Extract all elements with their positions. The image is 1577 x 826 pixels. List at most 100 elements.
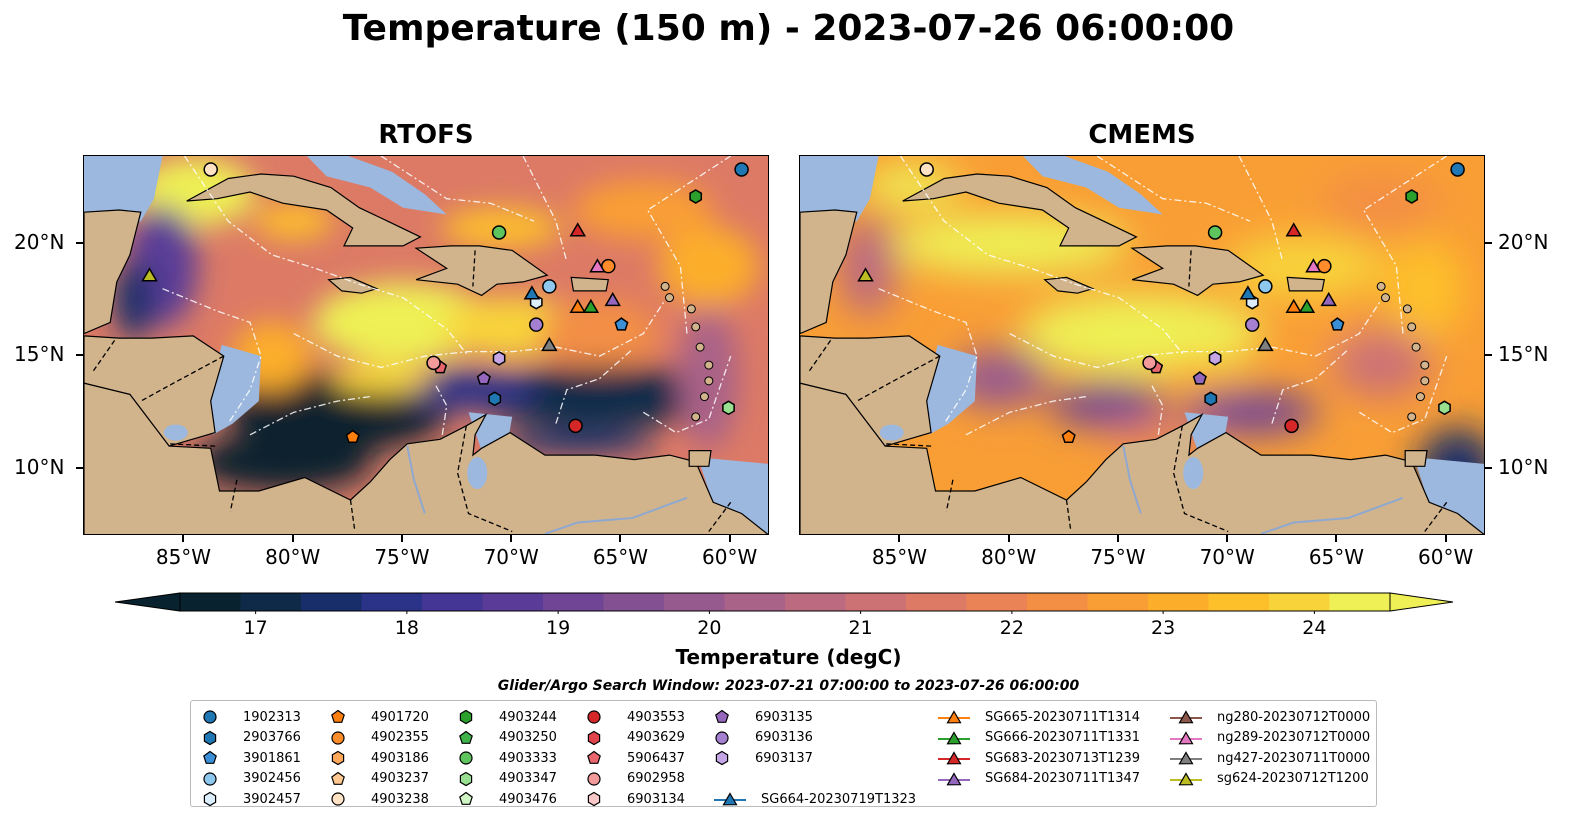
shelf-nicaragua <box>210 344 261 435</box>
eez-boundary <box>642 355 732 434</box>
marker-4903244[interactable] <box>689 189 703 204</box>
legend-item: SG666-20230711T1331 <box>937 728 1140 748</box>
colorbar-segment <box>845 593 907 611</box>
eez-boundary <box>183 156 470 357</box>
country-border <box>92 340 116 373</box>
marker-3901861[interactable] <box>614 317 629 331</box>
lat-tick-mark <box>76 241 83 244</box>
marker-6903136[interactable] <box>528 317 544 332</box>
colorbar-tick-label: 20 <box>697 617 722 639</box>
map-canvas-rtofs <box>84 156 768 534</box>
marker-6903136[interactable] <box>1244 317 1260 332</box>
legend-label: SG683-20230713T1239 <box>985 750 1141 766</box>
marker-6903137[interactable] <box>492 351 506 366</box>
legend-item: ng289-20230712T0000 <box>1169 728 1370 748</box>
marker-4901720[interactable] <box>345 429 360 444</box>
marker-SG684-20230711T1347[interactable] <box>604 291 621 307</box>
map-panel-cmems[interactable] <box>799 155 1485 535</box>
marker-4903553[interactable] <box>1284 418 1299 434</box>
marker-4903333[interactable] <box>491 225 507 240</box>
legend-item: ng427-20230711T0000 <box>1169 748 1370 768</box>
marker-4903238[interactable] <box>203 162 218 177</box>
marker-SG664-20230719T1323[interactable] <box>1239 285 1257 300</box>
legend-marker-icon <box>587 791 601 807</box>
marker-6902958[interactable] <box>426 355 441 371</box>
legend: 1902313 2903766 3901861 3902456 3902457 49017… <box>190 700 1377 807</box>
marker-sg624-20230712T1200[interactable] <box>857 267 874 282</box>
legend-marker-icon <box>331 709 345 723</box>
marker-6903137[interactable] <box>1208 351 1222 366</box>
marker-3901861[interactable] <box>1330 317 1345 331</box>
marker-SG683-20230713T1239[interactable] <box>569 222 587 237</box>
marker-1902313[interactable] <box>1450 162 1465 177</box>
eez-boundary <box>965 395 1087 436</box>
marker-6903135[interactable] <box>1192 371 1207 385</box>
marker-2903766[interactable] <box>1204 391 1218 407</box>
legend-item: 3901861 <box>201 748 301 768</box>
country-border <box>1065 499 1072 532</box>
lat-tick-label-left: 10°N <box>14 454 65 479</box>
colorbar-segment <box>422 593 483 611</box>
colorbar-tick-label: 21 <box>848 617 873 639</box>
marker-3902456[interactable] <box>542 279 557 294</box>
legend-label: 6902958 <box>627 771 685 786</box>
land-centralamerica <box>800 335 941 447</box>
marker-4903347[interactable] <box>722 400 735 416</box>
legend-marker-icon <box>331 750 345 766</box>
colorbar-tick-label: 24 <box>1302 617 1327 639</box>
marker-6902958[interactable] <box>1142 355 1157 371</box>
map-panel-rtofs[interactable] <box>83 155 769 535</box>
colorbar-segment <box>1148 593 1209 611</box>
marker-SG666-20230711T1331[interactable] <box>1298 298 1316 313</box>
marker-sg624-20230712T1200[interactable] <box>141 267 158 282</box>
lon-tick-label: 80°W <box>265 545 321 569</box>
legend-marker-icon <box>203 750 217 764</box>
legend-label: 5906437 <box>627 750 685 766</box>
legend-marker-icon <box>203 730 217 745</box>
lon-tick-mark <box>898 535 901 542</box>
legend-marker-icon <box>459 791 473 805</box>
marker-SG664-20230719T1323[interactable] <box>523 285 541 300</box>
river-magdalena <box>406 445 426 514</box>
marker-1902313[interactable] <box>734 162 749 177</box>
marker-ng289-20230712T0000[interactable] <box>589 258 606 273</box>
legend-label: ng280-20230712T0000 <box>1217 709 1371 725</box>
marker-SG665-20230711T1314[interactable] <box>569 298 587 313</box>
marker-SG665-20230711T1314[interactable] <box>1285 298 1303 313</box>
eez-boundary <box>1238 156 1284 262</box>
land-lesser-antilles <box>1376 281 1386 291</box>
legend-item: 2903766 <box>201 728 301 748</box>
legend-marker-icon <box>714 792 746 806</box>
marker-4903244[interactable] <box>1405 189 1419 204</box>
marker-SG666-20230711T1331[interactable] <box>582 298 600 313</box>
marker-4903553[interactable] <box>568 418 583 434</box>
marker-SG684-20230711T1347[interactable] <box>1320 291 1337 307</box>
eez-boundary <box>522 156 568 262</box>
marker-ng427-20230711T0000[interactable] <box>541 336 558 352</box>
marker-2903766[interactable] <box>488 391 502 407</box>
legend-item: 4903333 <box>457 748 557 768</box>
river-orinoco <box>1260 496 1404 534</box>
marker-SG683-20230713T1239[interactable] <box>1285 222 1303 237</box>
legend-label: 2903766 <box>243 730 301 745</box>
legend-item: 4903553 <box>585 707 685 727</box>
land-lesser-antilles <box>1415 392 1425 402</box>
marker-ng427-20230711T0000[interactable] <box>1257 336 1274 352</box>
land-lesser-antilles <box>1381 293 1391 303</box>
marker-4903347[interactable] <box>1438 400 1451 416</box>
marker-4903333[interactable] <box>1207 225 1223 240</box>
legend-label: 6903136 <box>755 730 813 745</box>
marker-4903238[interactable] <box>919 162 934 177</box>
marker-ng289-20230712T0000[interactable] <box>1305 258 1322 273</box>
lake-nicaragua <box>879 424 904 441</box>
lon-tick-label: 85°W <box>871 545 928 569</box>
marker-4901720[interactable] <box>1061 429 1076 444</box>
legend-marker-icon <box>203 771 217 786</box>
legend-item: SG683-20230713T1239 <box>937 748 1140 768</box>
country-border <box>140 355 225 402</box>
marker-6903135[interactable] <box>476 371 491 385</box>
marker-3902456[interactable] <box>1258 279 1273 294</box>
colorbar-segment <box>361 593 423 611</box>
legend-marker-icon <box>203 710 217 724</box>
land-lesser-antilles <box>660 281 670 291</box>
